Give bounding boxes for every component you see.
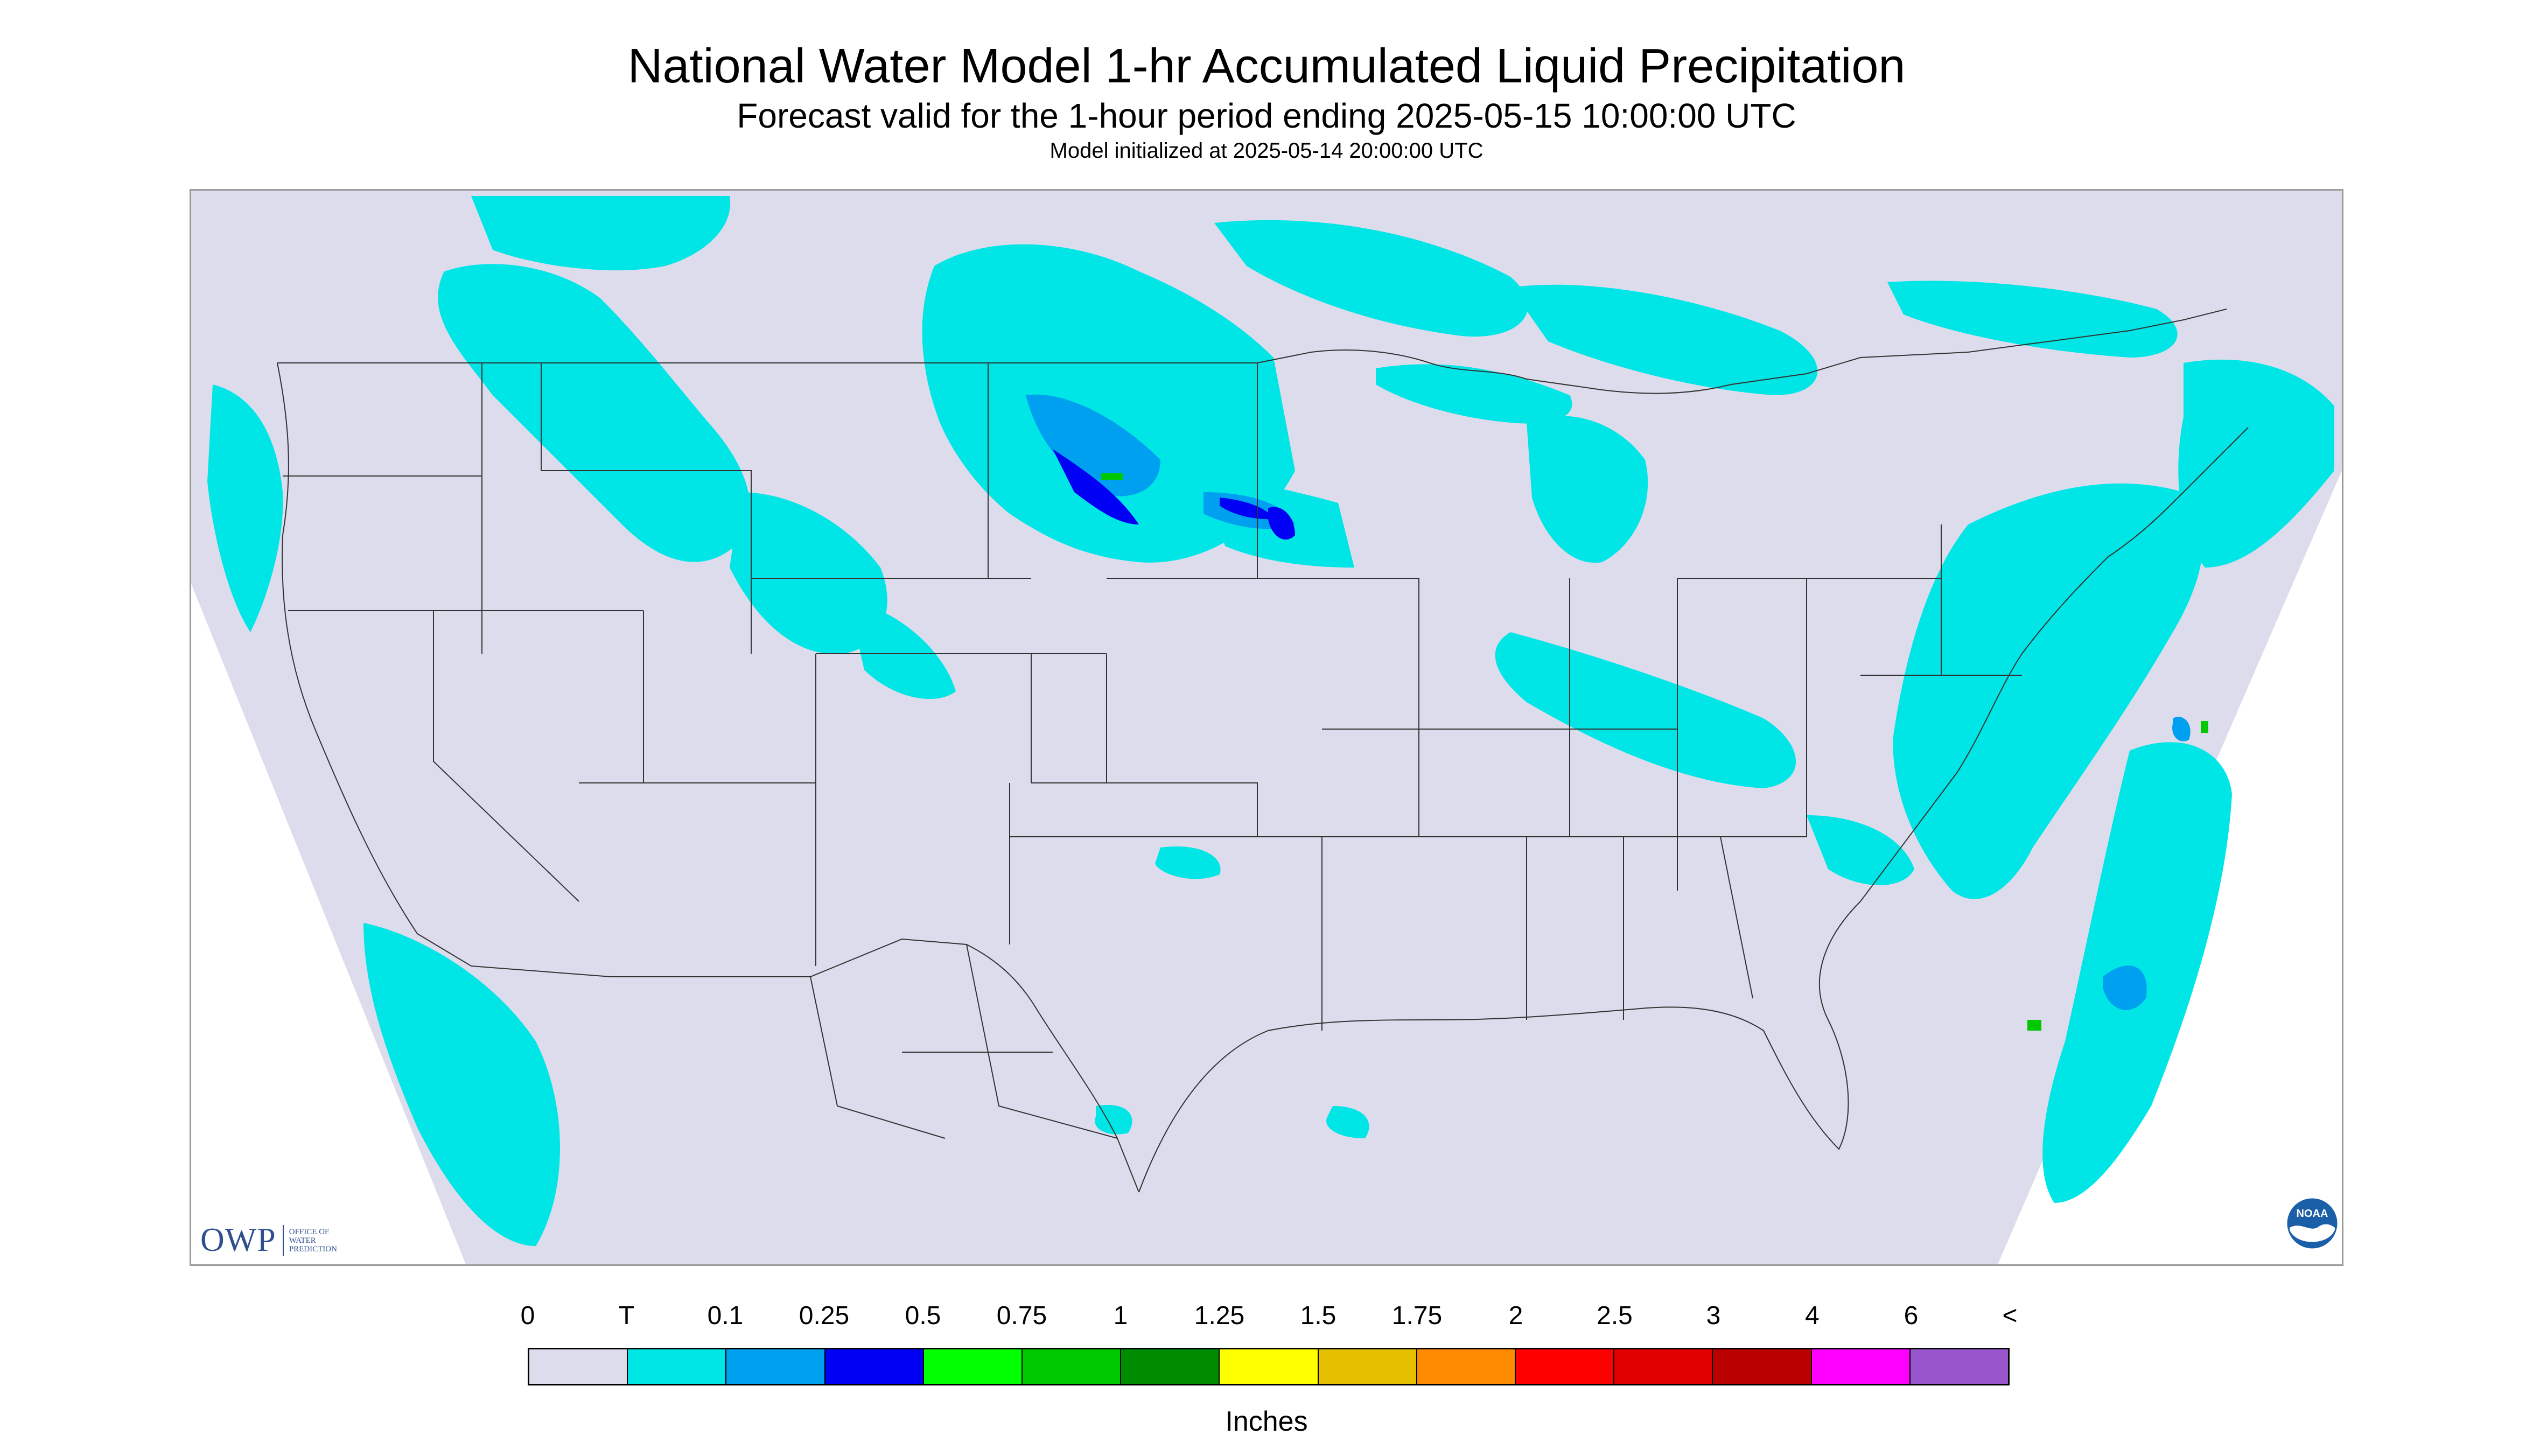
precip-area-colorado [848, 600, 956, 699]
precip-area-ontario [1510, 284, 1818, 395]
precip-area-quebec [1887, 281, 2178, 358]
legend-swatch [1910, 1349, 2009, 1384]
legend-label: 3 [1706, 1301, 1721, 1330]
legend-label: T [618, 1301, 635, 1330]
precipitation-map [190, 189, 2343, 1266]
owp-logo-line: OFFICE OF [289, 1227, 330, 1236]
model-init-time: Model initialized at 2025-05-14 20:00:00… [1049, 139, 1484, 163]
state-line-plains [1031, 654, 1258, 837]
precip-area-oklahoma [1155, 846, 1221, 879]
legend-swatch [1713, 1349, 1812, 1384]
state-line-utah-az [579, 611, 816, 783]
legend-label: 1 [1113, 1301, 1128, 1330]
state-line-mt-wy [541, 470, 752, 654]
owp-logo-separator [282, 1224, 284, 1256]
precip-area-canada-prairies [1214, 220, 1528, 337]
map-title: National Water Model 1-hr Accumulated Li… [627, 39, 1906, 93]
owp-logo-line: PREDICTION [289, 1244, 337, 1254]
legend-label: < [2002, 1301, 2018, 1330]
legend-label: 2 [1508, 1301, 1523, 1330]
state-line-nv-ca [433, 611, 579, 902]
state-borders [277, 309, 2249, 1193]
precip-trace-areas [207, 196, 2334, 1246]
legend-swatch [1516, 1349, 1615, 1384]
precip-area-mexico [1095, 1105, 1132, 1135]
precip-heavier-areas [1026, 394, 2208, 1031]
owp-logo-text: OWP [200, 1222, 276, 1258]
legend-swatch [1023, 1349, 1122, 1384]
legend-swatch [1417, 1349, 1516, 1384]
legend-swatch [529, 1349, 628, 1384]
gulf-coast [1138, 901, 1861, 1193]
owp-logo-subtext: OFFICE OF WATER PREDICTION [289, 1228, 337, 1254]
us-mexico-border [471, 938, 1139, 1193]
precip-area-wyoming [730, 492, 887, 654]
legend-swatch [923, 1349, 1023, 1384]
precip-area-gulf [1326, 1106, 1369, 1138]
precip-area-nw-coast [207, 384, 283, 632]
precip-area-northeast [2178, 359, 2334, 568]
state-line-dakotas [751, 363, 1107, 654]
noaa-logo: NOAA [2285, 1196, 2339, 1250]
precip-area-canada-west [471, 196, 731, 271]
legend-swatch [1121, 1349, 1220, 1384]
state-line-texas-ok [1009, 783, 1323, 1031]
precip-area-mid-atlantic [1893, 483, 2203, 899]
precip-area-ohio-valley [1495, 632, 1796, 788]
precip-area-northern-rockies [438, 264, 750, 562]
legend-label: 1.75 [1391, 1301, 1443, 1330]
state-line-midwest [1322, 578, 1678, 891]
precip-area-michigan [1527, 416, 1648, 563]
west-coast [277, 362, 472, 967]
precip-area-pacific [363, 923, 560, 1246]
legend-swatch [726, 1349, 825, 1384]
state-line-co-nm [815, 654, 1032, 966]
legend-label: 1.5 [1300, 1301, 1337, 1330]
legend-units: Inches [1225, 1406, 1308, 1437]
legend-label: 0 [520, 1301, 535, 1330]
owp-logo-line: WATER [289, 1236, 316, 1245]
legend-label: 0.5 [905, 1301, 941, 1330]
legend-swatch [1614, 1349, 1713, 1384]
state-line-mn-ia [1107, 363, 1419, 654]
legend-label: 0.25 [799, 1301, 850, 1330]
us-canada-border [277, 309, 2227, 394]
legend-swatch [1220, 1349, 1319, 1384]
precip-area-montana-dakotas [922, 244, 1295, 563]
projection-edge-west [191, 584, 466, 1264]
state-line-northeast [1677, 524, 2022, 837]
legend-labels: 0 T 0.1 0.25 0.5 0.75 1 1.25 1.5 1.75 2 2.5 3 4 6 < [0, 1301, 2533, 1333]
legend-label: 4 [1805, 1301, 1820, 1330]
legend-swatch [628, 1349, 727, 1384]
owp-logo: OWP OFFICE OF WATER PREDICTION [200, 1221, 337, 1259]
state-line-idaho [481, 363, 542, 654]
noaa-logo-text: NOAA [2297, 1208, 2328, 1220]
precip-area-carolinas [1807, 815, 1914, 885]
legend-label: 1.25 [1194, 1301, 1245, 1330]
mexico-states [810, 944, 1118, 1139]
legend-swatch [825, 1349, 924, 1384]
legend-label: 6 [1904, 1301, 1919, 1330]
legend-label: 0.75 [996, 1301, 1047, 1330]
legend-label: 0.1 [707, 1301, 744, 1330]
state-line-south [1322, 836, 1807, 1020]
map-subtitle: Forecast valid for the 1-hour period end… [737, 96, 1796, 135]
legend-swatch [1811, 1349, 1911, 1384]
legend-swatch [1318, 1349, 1417, 1384]
legend-color-bar [528, 1348, 2010, 1385]
precip-area-lake-superior [1376, 364, 1572, 424]
east-coast [1860, 427, 2249, 902]
legend-label: 2.5 [1597, 1301, 1633, 1330]
